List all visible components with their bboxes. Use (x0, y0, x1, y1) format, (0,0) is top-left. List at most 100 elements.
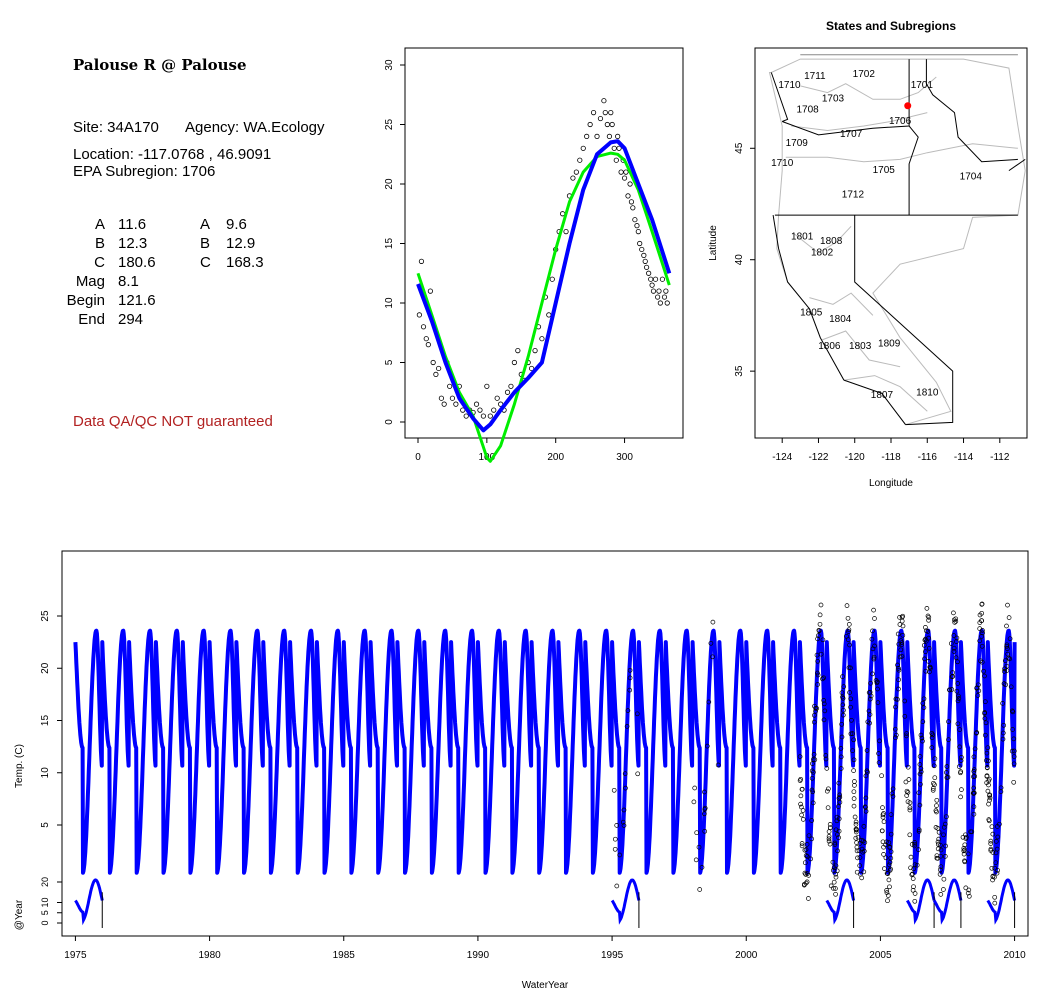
observation-point (935, 846, 941, 852)
observation-point (798, 801, 803, 807)
observation-point (830, 859, 836, 865)
observation-point (839, 734, 845, 740)
observation-point (696, 844, 702, 850)
observation-point (976, 688, 982, 694)
observation-point (845, 615, 851, 621)
y-tick-label: 5 (384, 359, 395, 365)
observation-point (893, 735, 898, 741)
observation-point (899, 614, 905, 620)
observation-point (1011, 736, 1017, 742)
subregion-label: 1711 (804, 71, 826, 82)
observation-point (827, 822, 833, 827)
observation-point (979, 643, 985, 649)
observation-point (601, 98, 607, 104)
observation-point (460, 407, 466, 413)
observation-point (937, 867, 943, 873)
observation-point (988, 841, 994, 846)
observation-point (907, 805, 913, 810)
observation-point (971, 785, 977, 791)
observation-point (884, 888, 889, 893)
ts-y-label: Temp. (C) (14, 744, 25, 788)
observation-point (857, 863, 863, 868)
subregion-boundary (821, 330, 901, 368)
observation-point (627, 675, 633, 681)
observation-point (893, 732, 899, 738)
observation-point (635, 771, 641, 777)
year-subplot-line (986, 878, 1017, 925)
x-tick-label: 2000 (735, 950, 758, 961)
observation-point (886, 862, 892, 868)
x-tick-label: 1995 (601, 950, 624, 961)
observation-point (906, 777, 912, 782)
stat-label: A (94, 216, 105, 233)
observation-point (487, 413, 493, 419)
y-tick-label: 25 (40, 610, 51, 622)
ts-x-label: WaterYear (522, 980, 569, 991)
observation-point (857, 855, 863, 860)
observation-point (865, 719, 871, 725)
subregion-label: 1802 (811, 247, 834, 258)
subregion-label: 1706 (889, 116, 912, 127)
observation-point (613, 157, 619, 163)
observation-point (830, 868, 836, 873)
location-text: Location: -117.0768 , 46.9091 (73, 146, 272, 163)
observation-point (870, 628, 875, 634)
observation-point (801, 882, 807, 888)
observation-point (896, 667, 902, 673)
observation-point (587, 121, 593, 128)
observation-point (910, 876, 916, 881)
y-tick-label: 15 (40, 715, 51, 727)
observation-point (855, 834, 861, 840)
observation-point (983, 720, 989, 726)
y-tick-label: 10 (40, 767, 51, 779)
observation-point (881, 819, 887, 825)
observation-point (929, 745, 935, 750)
observation-point (617, 852, 623, 858)
observation-point (625, 708, 631, 713)
observation-point (979, 634, 984, 639)
observation-point (846, 627, 852, 633)
observation-point (995, 824, 1000, 829)
observation-point (904, 731, 909, 736)
observation-point (848, 731, 854, 737)
observation-point (961, 851, 967, 857)
observation-point (982, 710, 988, 715)
y-tick-label: 20 (40, 662, 51, 674)
observation-point (833, 891, 838, 897)
observation-point (895, 662, 900, 668)
observation-point (993, 839, 999, 844)
subregion-label: 1703 (822, 93, 845, 104)
observation-point (890, 786, 896, 792)
observation-point (879, 828, 885, 834)
observation-point (975, 693, 981, 698)
observation-point (491, 407, 497, 413)
observation-point (976, 682, 981, 688)
subregion-label: 1809 (878, 339, 901, 350)
observation-point (701, 811, 707, 817)
observation-point (921, 705, 927, 710)
observation-point (615, 133, 621, 139)
observation-point (884, 839, 889, 845)
observation-point (833, 886, 838, 891)
seasonal-fit-line (73, 628, 1017, 875)
observation-point (875, 700, 881, 705)
observation-point (989, 824, 995, 830)
observation-point (871, 654, 877, 660)
observation-point (957, 727, 963, 732)
observation-point (691, 799, 697, 805)
observation-point (892, 726, 898, 732)
observation-point (923, 668, 929, 674)
site-id-text: Site: 34A170 (73, 119, 159, 136)
observation-point (848, 665, 853, 671)
observation-point (570, 175, 576, 181)
observation-point (625, 193, 631, 199)
subregion-outline (768, 58, 1026, 426)
observation-point (1004, 663, 1010, 669)
observation-point (896, 677, 901, 683)
observation-point (888, 812, 894, 817)
observation-point (853, 819, 859, 825)
observation-point (1005, 602, 1010, 608)
observation-point (990, 877, 995, 883)
observation-point (623, 785, 628, 791)
